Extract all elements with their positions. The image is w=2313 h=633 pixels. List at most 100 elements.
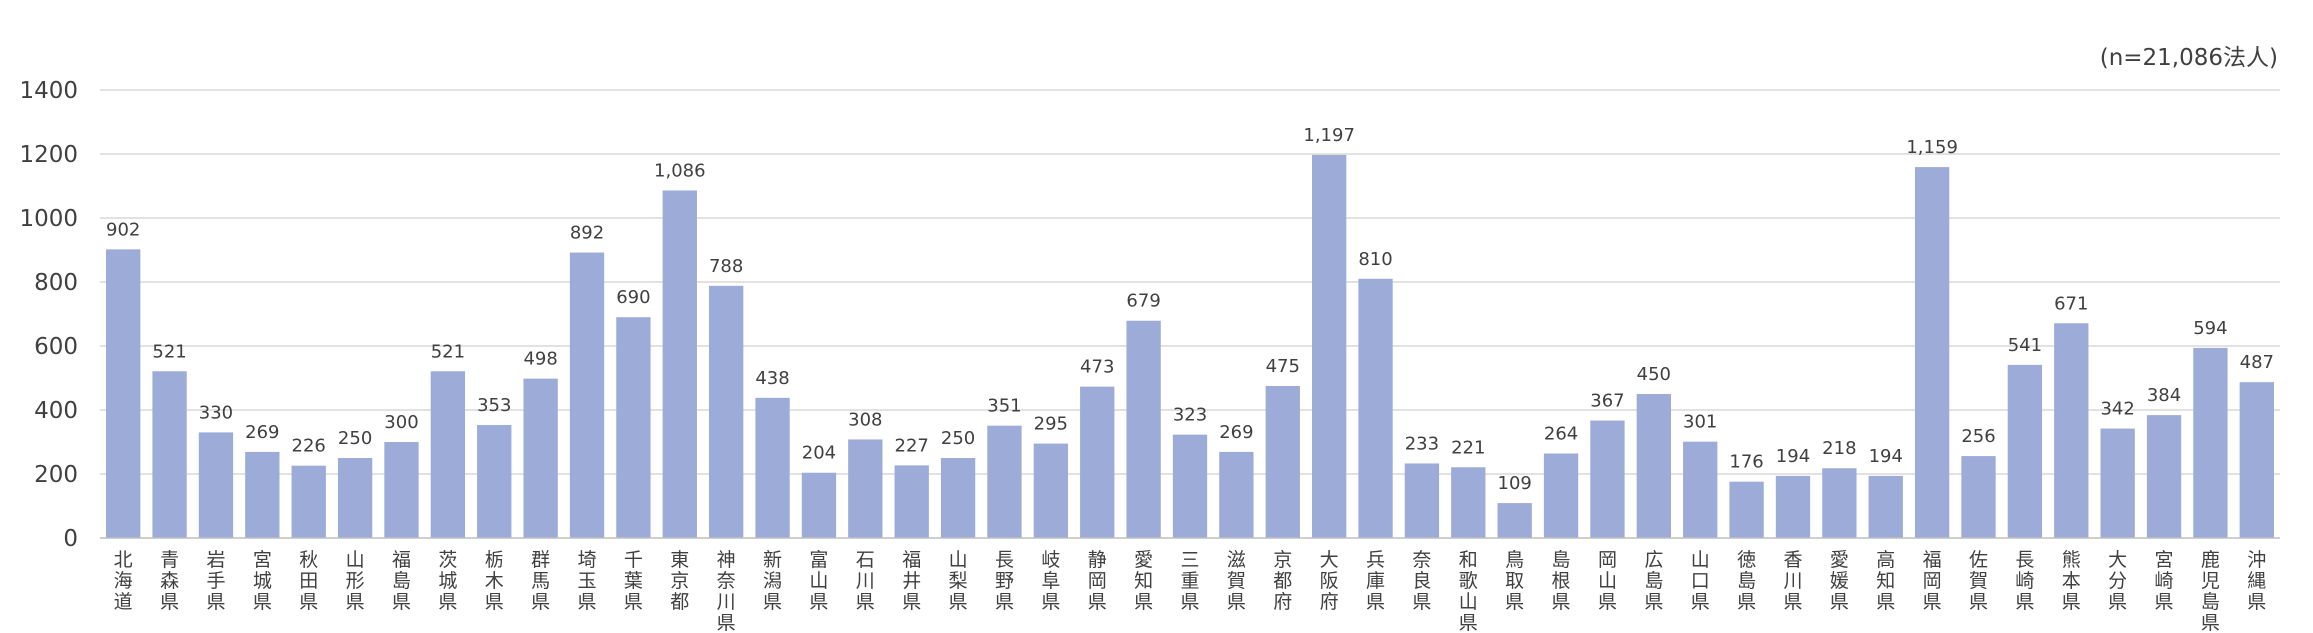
data-label: 671 bbox=[2054, 293, 2088, 314]
x-category-label: 岩手県 bbox=[206, 549, 225, 613]
data-label: 1,197 bbox=[1303, 125, 1355, 146]
bar bbox=[1080, 386, 1115, 538]
x-category-label: 愛知県 bbox=[1134, 549, 1153, 613]
x-category-label: 長崎県 bbox=[2015, 549, 2034, 613]
x-category-label: 秋田県 bbox=[299, 549, 318, 613]
sample-size-note: (n=21,086法人) bbox=[2099, 45, 2278, 71]
x-category-label: 鹿児島県 bbox=[2201, 549, 2220, 633]
bar bbox=[1358, 278, 1393, 538]
bar bbox=[1683, 441, 1718, 538]
x-category-label: 大阪府 bbox=[1320, 549, 1339, 613]
x-category-label: 熊本県 bbox=[2062, 549, 2081, 613]
bar bbox=[2193, 347, 2228, 538]
x-category-label: 滋賀県 bbox=[1227, 549, 1246, 613]
bar bbox=[940, 458, 976, 538]
bar bbox=[291, 465, 326, 538]
bar bbox=[1219, 451, 1254, 538]
bar bbox=[152, 371, 187, 538]
x-category-label: 青森県 bbox=[160, 549, 179, 613]
x-category-label: 福島県 bbox=[392, 549, 411, 613]
data-label: 384 bbox=[2147, 385, 2181, 406]
bar bbox=[1961, 456, 1996, 538]
data-label: 810 bbox=[1358, 249, 1392, 270]
data-label: 521 bbox=[431, 341, 465, 362]
x-category-label: 和歌山県 bbox=[1459, 549, 1478, 633]
bar bbox=[616, 317, 651, 538]
bar bbox=[801, 472, 837, 538]
x-category-label: 埼玉県 bbox=[578, 549, 597, 613]
bar bbox=[337, 458, 373, 538]
data-label: 367 bbox=[1590, 391, 1624, 412]
x-category-label: 佐賀県 bbox=[1969, 549, 1988, 613]
bar bbox=[1497, 503, 1532, 538]
bar bbox=[1636, 394, 1671, 538]
data-label: 295 bbox=[1034, 414, 1068, 435]
bar bbox=[1729, 481, 1764, 538]
data-label: 269 bbox=[245, 422, 279, 443]
x-category-label: 福岡県 bbox=[1923, 549, 1942, 613]
data-label: 487 bbox=[2240, 352, 2274, 373]
bar bbox=[2007, 364, 2043, 538]
bar bbox=[245, 451, 280, 538]
y-tick-label: 800 bbox=[34, 270, 78, 296]
data-label: 323 bbox=[1173, 405, 1207, 426]
data-label: 221 bbox=[1451, 437, 1485, 458]
data-label: 788 bbox=[709, 256, 743, 277]
data-label: 233 bbox=[1405, 433, 1439, 454]
x-category-label: 山口県 bbox=[1691, 549, 1710, 613]
data-label: 1,086 bbox=[654, 160, 706, 181]
data-label: 300 bbox=[384, 412, 418, 433]
x-category-label: 徳島県 bbox=[1737, 549, 1756, 613]
bar bbox=[2100, 428, 2135, 538]
bar bbox=[523, 378, 558, 538]
x-category-label: 群馬県 bbox=[531, 549, 550, 613]
y-tick-label: 1200 bbox=[19, 142, 78, 168]
bar bbox=[2239, 382, 2274, 538]
y-tick-label: 1400 bbox=[19, 78, 78, 104]
x-category-label: 愛媛県 bbox=[1830, 549, 1849, 613]
data-label: 438 bbox=[755, 368, 789, 389]
bar bbox=[430, 371, 466, 538]
data-label: 330 bbox=[199, 402, 233, 423]
data-label: 1,159 bbox=[1906, 137, 1958, 158]
bar bbox=[106, 249, 141, 539]
data-label: 892 bbox=[570, 223, 604, 244]
x-category-label: 鳥取県 bbox=[1505, 549, 1524, 613]
y-tick-label: 200 bbox=[34, 462, 78, 488]
bar bbox=[2146, 415, 2182, 538]
data-label: 301 bbox=[1683, 412, 1717, 433]
data-label: 475 bbox=[1266, 356, 1300, 377]
bar bbox=[384, 442, 419, 538]
bar bbox=[1775, 475, 1811, 538]
data-label: 342 bbox=[2100, 399, 2134, 420]
x-category-label: 兵庫県 bbox=[1366, 549, 1385, 613]
data-label: 204 bbox=[802, 443, 836, 464]
x-category-label: 東京都 bbox=[670, 549, 689, 613]
data-label: 226 bbox=[292, 436, 326, 457]
x-category-label: 宮城県 bbox=[253, 549, 272, 613]
x-category-label: 宮崎県 bbox=[2155, 549, 2174, 613]
bar bbox=[662, 190, 697, 539]
y-tick-label: 0 bbox=[63, 526, 78, 552]
x-category-label: 福井県 bbox=[902, 549, 921, 613]
x-category-label: 香川県 bbox=[1783, 549, 1802, 613]
bar bbox=[569, 252, 605, 538]
x-category-label: 大分県 bbox=[2108, 549, 2127, 613]
data-label: 594 bbox=[2193, 318, 2227, 339]
data-label: 902 bbox=[106, 219, 140, 240]
bar bbox=[2054, 323, 2089, 538]
data-label: 227 bbox=[895, 435, 929, 456]
data-label: 176 bbox=[1729, 452, 1763, 473]
x-category-label: 北海道 bbox=[114, 549, 133, 613]
data-label: 109 bbox=[1498, 473, 1532, 494]
data-label: 256 bbox=[1961, 426, 1995, 447]
x-category-label: 高知県 bbox=[1876, 549, 1895, 613]
y-tick-label: 1000 bbox=[19, 206, 78, 232]
bar bbox=[1033, 443, 1069, 538]
bar bbox=[1868, 475, 1903, 538]
bar bbox=[1172, 434, 1208, 538]
bar bbox=[1311, 154, 1347, 538]
data-label: 250 bbox=[941, 428, 975, 449]
data-label: 541 bbox=[2008, 335, 2042, 356]
